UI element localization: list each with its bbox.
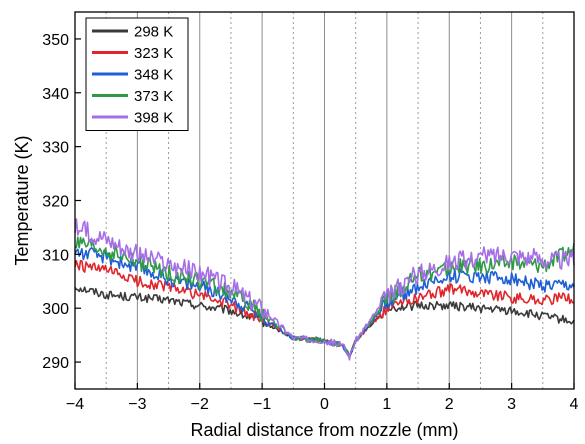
y-tick-label: 330 [42,140,69,157]
x-tick-label: 1 [382,396,391,413]
y-tick-label: 350 [42,32,69,49]
x-tick-label: 2 [445,396,454,413]
y-tick-label: 300 [42,301,69,318]
series-line-348-k [74,247,575,359]
legend-label: 373 K [134,88,173,105]
x-axis-label: Radial distance from nozzle (mm) [190,420,458,440]
series-line-398-k [74,218,575,361]
x-tick-label: −2 [191,396,209,413]
x-tick-label: 4 [570,396,579,413]
series-group [74,218,575,361]
y-tick-label: 290 [42,355,69,372]
series-line-373-k [74,236,575,360]
legend: 298 K 323 K 348 K 373 K 398 K [85,17,189,131]
x-tick-label: −3 [128,396,146,413]
legend-label: 298 K [134,24,173,41]
legend-label: 348 K [134,67,173,84]
legend-label: 398 K [134,110,173,127]
y-axis-label: Temperature (K) [12,135,32,265]
x-tick-label: −4 [66,396,84,413]
grid-lines [105,12,544,389]
x-tick-label: −1 [253,396,271,413]
x-tick-label: 0 [320,396,329,413]
legend-label: 323 K [134,45,173,62]
axis-ticks: −4 −3 −2 −1 0 1 2 3 4 290 300 310 320 330 340 350 [42,32,578,413]
y-tick-label: 340 [42,86,69,103]
x-tick-label: 3 [507,396,516,413]
y-tick-label: 310 [42,247,69,264]
y-tick-label: 320 [42,194,69,211]
